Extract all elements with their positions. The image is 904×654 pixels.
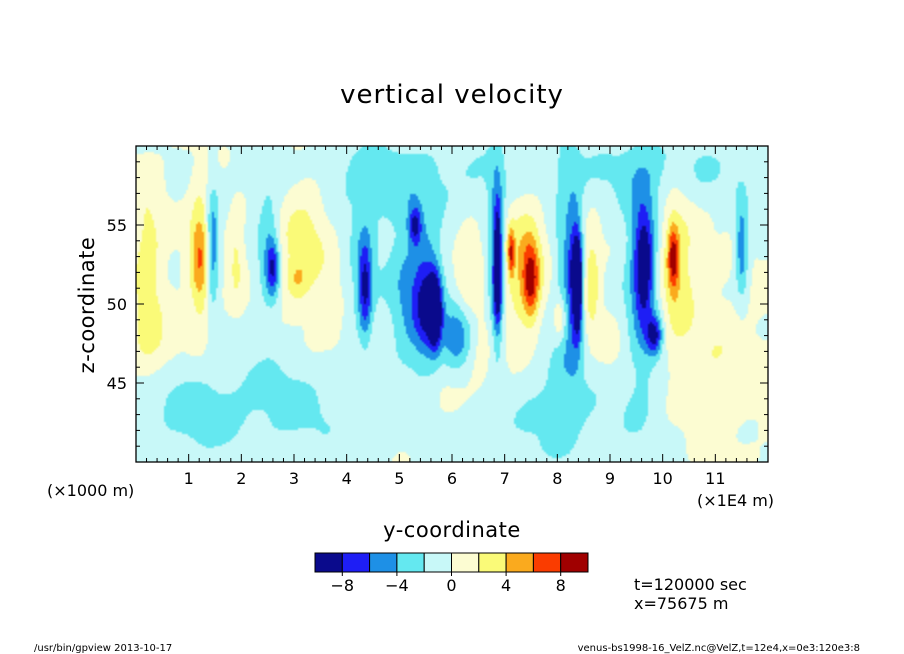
footer-right: venus-bs1998-16_VelZ.nc@VelZ,t=12e4,x=0e… — [578, 643, 860, 654]
x-tick-label: 4 — [342, 469, 352, 488]
x-axis-label: y-coordinate — [383, 518, 521, 542]
colorbar-label: 8 — [556, 576, 566, 595]
x-tick-label: 10 — [652, 469, 672, 488]
colorbar-label: −4 — [385, 576, 409, 595]
y-tick-label: 55 — [107, 216, 127, 235]
x-tick-label: 11 — [705, 469, 725, 488]
x-position-label: x=75675 m — [634, 594, 728, 613]
colorbar-swatch — [478, 552, 507, 573]
y-tick-label: 45 — [107, 374, 127, 393]
colorbar-swatch — [532, 552, 562, 573]
colorbar-label: 4 — [501, 576, 511, 595]
colorbar-swatch — [505, 552, 534, 573]
x-tick-label: 6 — [447, 469, 457, 488]
colorbar-swatch — [451, 552, 480, 573]
y-axis-label: z-coordinate — [75, 237, 99, 374]
colorbar-swatch — [341, 552, 371, 573]
x-tick-label: 9 — [605, 469, 615, 488]
colorbar-label: 0 — [446, 576, 456, 595]
y-tick-label: 50 — [107, 295, 127, 314]
plot-area — [135, 145, 769, 463]
colorbar — [314, 552, 589, 573]
colorbar-swatch — [369, 552, 398, 573]
x-tick-label: 8 — [552, 469, 562, 488]
x-tick-label: 3 — [289, 469, 299, 488]
x-tick-label: 7 — [500, 469, 510, 488]
y-tick-labels: 45 50 55 — [107, 216, 127, 393]
colorbar-label: −8 — [331, 576, 355, 595]
colorbar-swatch — [423, 552, 453, 573]
time-label: t=120000 sec — [634, 575, 747, 594]
x-tick-labels: 1 2 3 4 5 6 7 8 9 10 11 — [184, 469, 726, 488]
colorbar-swatch — [314, 552, 343, 573]
x-unit-label: (×1E4 m) — [697, 491, 774, 510]
colorbar-swatch — [560, 552, 589, 573]
x-tick-label: 2 — [236, 469, 246, 488]
colorbar-swatch — [396, 552, 425, 573]
axis-ticks — [135, 145, 769, 463]
x-tick-label: 5 — [394, 469, 404, 488]
shaded-field — [136, 146, 768, 462]
colorbar-labels: −8 −4 0 4 8 — [331, 572, 566, 595]
chart-title: vertical velocity — [340, 80, 564, 110]
x-tick-label: 1 — [184, 469, 194, 488]
y-unit-label: (×1000 m) — [47, 481, 134, 500]
footer-left: /usr/bin/gpview 2013-10-17 — [34, 643, 172, 654]
